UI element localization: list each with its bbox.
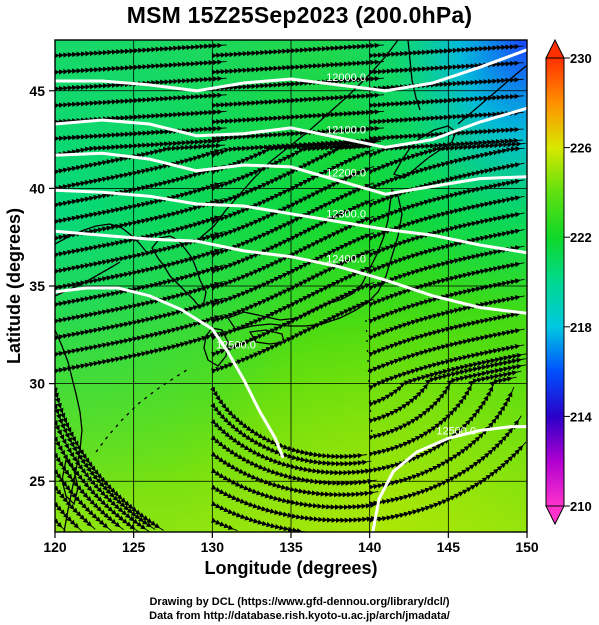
y-tick-label: 40 — [29, 180, 45, 196]
y-tick-label: 35 — [29, 278, 45, 294]
streamline — [369, 93, 524, 109]
colorbar-top-triangle — [545, 38, 565, 59]
contour-line — [55, 286, 285, 459]
contour-line — [55, 151, 527, 196]
streamline — [55, 42, 227, 59]
credit-drawing: Drawing by DCL (https://www.gfd-dennou.o… — [149, 596, 450, 608]
streamline — [211, 76, 384, 92]
plot-area: 12000.0 12100.0 12200.0 12300.0 12400.0 12500… — [55, 40, 527, 532]
colorbar-tick-label: 222 — [570, 230, 592, 245]
x-tick-label: 150 — [515, 539, 539, 555]
streamline — [369, 60, 524, 75]
y-axis-label: Latitude (degrees) — [4, 208, 24, 364]
contour-label: 12300.0 — [326, 209, 366, 221]
streamline — [55, 387, 164, 531]
x-tick-label: 120 — [43, 539, 67, 555]
x-tick-label: 135 — [279, 539, 303, 555]
lat-lon-grid — [55, 40, 527, 532]
contour-line — [55, 188, 527, 255]
colorbar-tick-label: 214 — [570, 409, 592, 424]
contour-line — [55, 229, 527, 315]
contour-labels: 12000.0 12100.0 12200.0 12300.0 12400.0 12500… — [216, 72, 476, 437]
y-tick-label: 25 — [29, 473, 45, 489]
streamline — [369, 77, 524, 92]
x-tick-label: 125 — [122, 539, 146, 555]
streamline — [369, 43, 524, 59]
streamline — [368, 137, 523, 158]
contour-line — [55, 48, 527, 93]
streamline — [55, 92, 227, 109]
y-axis-ticks: 25 30 35 40 45 — [29, 83, 55, 489]
contour-line — [55, 106, 527, 149]
x-tick-label: 130 — [201, 539, 225, 555]
streamline — [211, 109, 384, 125]
colorbar-tick-label: 218 — [570, 320, 592, 335]
streamline — [211, 125, 384, 142]
y-tick-label: 45 — [29, 83, 45, 99]
streamline — [211, 92, 384, 109]
contour-label: 12500.0 — [436, 425, 476, 437]
contour-label: 12100.0 — [326, 125, 366, 137]
chart-title: MSM 15Z25Sep2023 (200.0hPa) — [126, 2, 473, 28]
colorbar-bottom-triangle — [545, 505, 565, 526]
contour-label: 12500.0 — [216, 339, 256, 351]
contour-label: 12000.0 — [326, 72, 366, 84]
streamline — [211, 42, 384, 59]
colorbar-ticks: 210 214 218 222 226 230 — [564, 51, 592, 514]
streamline — [55, 59, 227, 75]
height-contours — [55, 48, 527, 532]
x-axis-label: Longitude (degrees) — [204, 558, 377, 578]
credit-data: Data from http://database.rish.kyoto-u.a… — [149, 610, 450, 622]
x-tick-label: 145 — [437, 539, 461, 555]
streamline — [369, 110, 524, 125]
contour-line — [371, 425, 527, 532]
contour-label: 12400.0 — [326, 253, 366, 265]
streamline — [55, 138, 227, 158]
colorbar-gradient — [545, 57, 565, 507]
colorbar-tick-label: 210 — [570, 499, 592, 514]
streamline — [210, 386, 367, 460]
x-tick-label: 140 — [358, 539, 382, 555]
x-axis-ticks: 120 125 130 135 140 145 150 — [43, 532, 539, 555]
colorbar-tick-label: 230 — [570, 51, 592, 66]
colorbar-tick-label: 226 — [570, 141, 592, 156]
colorbar: 210 214 218 222 226 230 — [545, 38, 592, 526]
contour-label: 12200.0 — [326, 168, 366, 180]
wind-streamlines — [55, 42, 527, 532]
streamline — [55, 125, 227, 142]
y-tick-label: 30 — [29, 376, 45, 392]
streamline — [211, 59, 384, 75]
